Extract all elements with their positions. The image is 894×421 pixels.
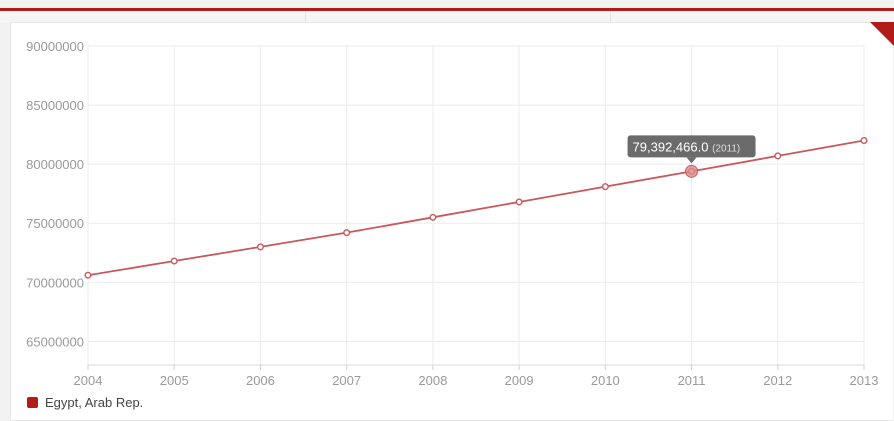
data-point[interactable] bbox=[343, 229, 351, 237]
x-tick-label: 2005 bbox=[160, 373, 189, 388]
tooltip-layer: 79,392,466.0 (2011) bbox=[627, 135, 756, 178]
x-tick-label: 2012 bbox=[763, 373, 792, 388]
top-divider bbox=[610, 11, 611, 23]
tooltip-arrow bbox=[686, 157, 697, 164]
legend-swatch bbox=[27, 397, 38, 408]
data-point[interactable] bbox=[170, 257, 178, 265]
y-tick-label: 70000000 bbox=[26, 275, 84, 290]
series-line bbox=[87, 139, 865, 277]
x-tick-label: 2009 bbox=[505, 373, 534, 388]
tooltip-year: (2011) bbox=[712, 143, 740, 154]
grid-layer bbox=[87, 45, 865, 365]
top-accent-bar bbox=[0, 8, 894, 11]
y-tick-label: 65000000 bbox=[26, 334, 84, 349]
legend[interactable]: Egypt, Arab Rep. bbox=[27, 395, 143, 410]
x-tick-label: 2013 bbox=[850, 373, 879, 388]
tooltip-box bbox=[627, 135, 756, 158]
highlight-point bbox=[685, 164, 699, 178]
y-tick-label: 90000000 bbox=[26, 39, 84, 54]
tooltip-value: 79,392,466.0 bbox=[633, 139, 713, 154]
y-tick-label: 80000000 bbox=[26, 157, 84, 172]
x-tick-label: 2007 bbox=[332, 373, 361, 388]
top-panel bbox=[0, 11, 894, 23]
x-tick-label: 2006 bbox=[246, 373, 275, 388]
data-point[interactable] bbox=[860, 137, 868, 145]
y-tick-label: 85000000 bbox=[26, 98, 84, 113]
data-point[interactable] bbox=[429, 213, 437, 221]
data-point[interactable] bbox=[601, 183, 609, 191]
y-tick-label: 75000000 bbox=[26, 216, 84, 231]
data-point[interactable] bbox=[84, 271, 92, 279]
x-tick-label: 2010 bbox=[591, 373, 620, 388]
data-point[interactable] bbox=[256, 243, 264, 251]
legend-label: Egypt, Arab Rep. bbox=[45, 395, 144, 410]
tooltip-text: 79,392,466.0 (2011) bbox=[633, 139, 741, 154]
data-point[interactable] bbox=[515, 198, 523, 206]
x-tick-label: 2011 bbox=[678, 373, 706, 388]
data-point[interactable] bbox=[774, 152, 782, 160]
corner-ribbon-icon[interactable] bbox=[870, 22, 894, 46]
chart-card bbox=[10, 22, 893, 421]
x-tick-label: 2004 bbox=[74, 373, 103, 388]
top-divider bbox=[305, 11, 306, 23]
x-tick-label: 2008 bbox=[418, 373, 447, 388]
axis-layer: 65000000 70000000 75000000 80000000 85000000… bbox=[26, 39, 878, 388]
series-layer bbox=[84, 137, 868, 279]
